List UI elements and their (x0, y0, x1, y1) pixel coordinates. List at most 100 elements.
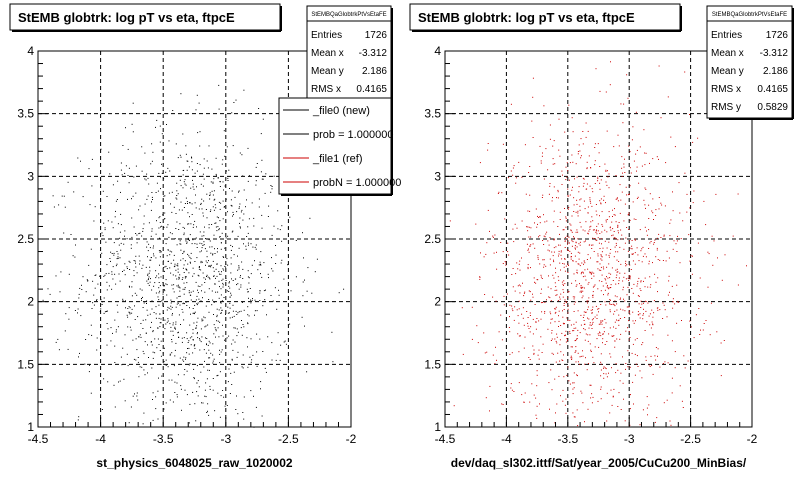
data-point (603, 268, 605, 270)
data-point (571, 240, 573, 242)
data-point (612, 303, 614, 305)
data-point (172, 110, 174, 111)
data-point (674, 367, 676, 369)
data-point (91, 334, 93, 336)
data-point (477, 342, 479, 344)
data-point (176, 278, 178, 280)
data-point (219, 236, 221, 237)
data-point (267, 216, 269, 217)
data-point (672, 307, 674, 309)
data-point (251, 264, 253, 266)
data-point (198, 298, 200, 300)
data-point (658, 233, 660, 235)
data-point (650, 241, 652, 242)
data-point (618, 232, 619, 234)
data-point (670, 136, 672, 138)
data-point (212, 343, 214, 345)
data-point (664, 361, 666, 363)
data-point (684, 71, 686, 73)
data-point (620, 308, 622, 310)
data-point (516, 227, 518, 229)
data-point (147, 279, 149, 281)
data-point (667, 294, 669, 296)
data-point (206, 344, 207, 346)
data-point (632, 320, 634, 322)
data-point (258, 206, 260, 208)
data-point (541, 197, 543, 198)
data-point (309, 217, 311, 219)
data-point (58, 204, 60, 206)
data-point (271, 359, 273, 361)
data-point (588, 297, 590, 299)
x-tick-label: -2.5 (680, 432, 701, 446)
data-point (110, 327, 112, 329)
data-point (602, 333, 604, 335)
data-point (178, 229, 180, 230)
data-point (601, 281, 603, 282)
data-point (549, 264, 551, 266)
data-point (157, 296, 159, 298)
data-point (557, 197, 559, 199)
data-point (705, 224, 707, 226)
data-point (564, 299, 566, 301)
data-point (557, 352, 559, 354)
data-point (532, 137, 534, 138)
data-point (541, 311, 543, 313)
data-point (203, 316, 205, 318)
data-point (628, 275, 630, 277)
data-point (560, 293, 562, 295)
data-point (624, 272, 626, 274)
data-point (205, 264, 206, 266)
data-point (277, 210, 279, 212)
data-point (115, 283, 117, 285)
data-point (180, 324, 181, 325)
data-point (634, 239, 636, 241)
data-point (241, 209, 243, 211)
data-point (566, 374, 568, 376)
data-point (164, 319, 166, 321)
legend-frame (278, 97, 392, 195)
data-point (658, 65, 660, 67)
stats-label: RMS y (711, 102, 741, 113)
data-point (194, 403, 196, 405)
data-point (571, 357, 573, 359)
data-point (189, 337, 191, 339)
data-point (141, 170, 143, 172)
data-point (544, 311, 546, 312)
data-point (217, 320, 219, 322)
data-point (544, 312, 546, 314)
data-point (108, 151, 110, 153)
data-point (589, 322, 591, 324)
data-point (247, 366, 249, 368)
data-point (614, 237, 616, 239)
data-point (157, 338, 159, 340)
data-point (166, 284, 168, 286)
data-point (601, 323, 603, 325)
data-point (132, 102, 134, 104)
data-point (130, 406, 132, 408)
data-point (175, 275, 177, 277)
data-point (554, 321, 556, 323)
data-point (314, 271, 316, 273)
data-point (612, 396, 614, 398)
data-point (117, 253, 119, 255)
data-point (680, 238, 682, 240)
data-point (215, 226, 217, 228)
data-point (569, 242, 570, 244)
data-point (638, 260, 640, 262)
data-point (518, 351, 520, 353)
data-point (151, 344, 153, 346)
data-point (616, 259, 618, 261)
data-point (600, 238, 602, 240)
data-point (121, 364, 123, 366)
data-point (594, 160, 596, 162)
data-point (181, 337, 183, 339)
data-point (577, 329, 579, 331)
data-point (131, 281, 133, 283)
data-point (608, 263, 610, 265)
data-point (220, 248, 222, 250)
data-point (591, 312, 593, 314)
data-point (246, 199, 247, 201)
data-point (711, 235, 713, 237)
data-point (178, 276, 180, 278)
